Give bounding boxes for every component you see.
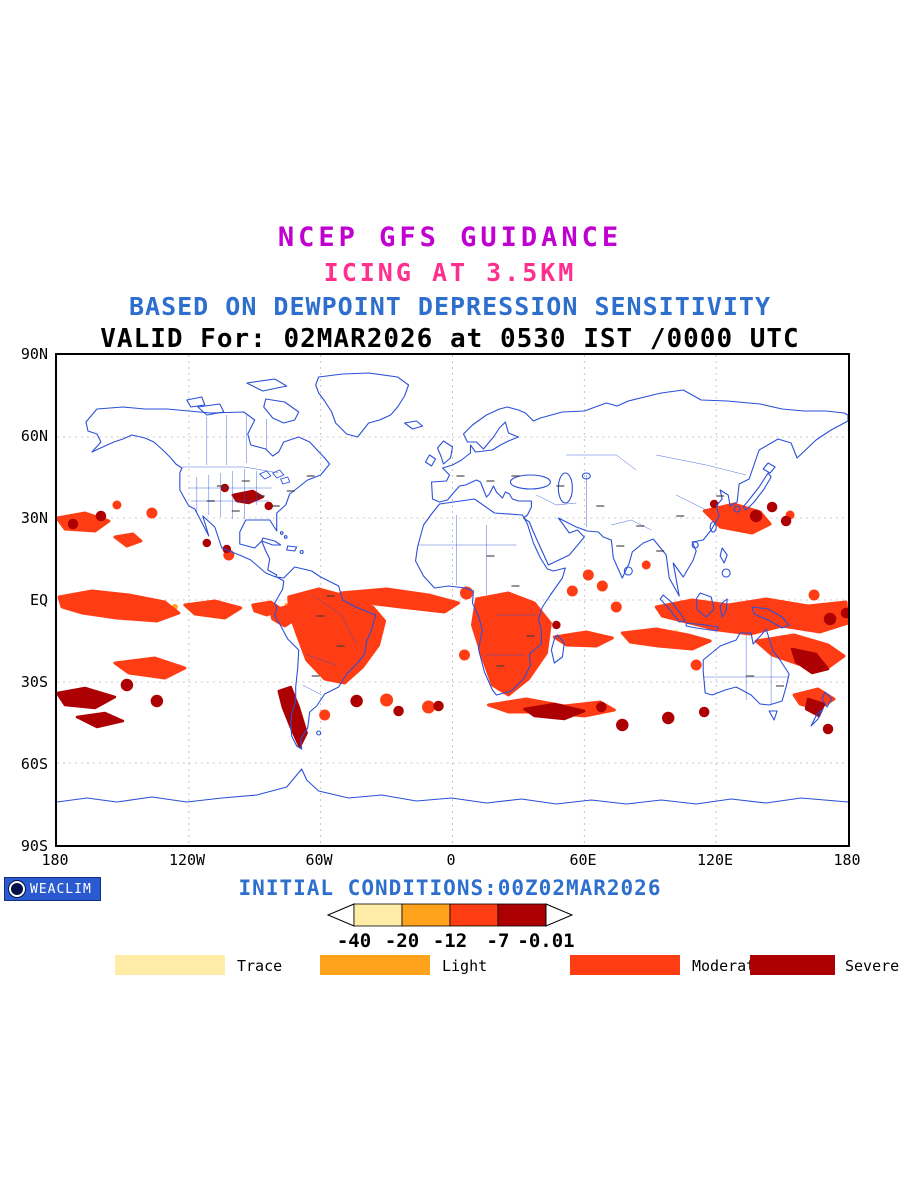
legend-label-light: Light <box>442 957 488 975</box>
lon-label-180e: 180 <box>833 851 861 869</box>
colorbar-arrow-left <box>326 903 355 927</box>
title-model: NCEP GFS GUIDANCE <box>277 222 623 253</box>
colorbar-segment-trace <box>353 903 403 927</box>
lat-label-90n: 90N <box>20 345 48 363</box>
colorbar-arrow-right <box>545 903 574 927</box>
lon-label-60e: 60E <box>569 851 597 869</box>
legend-swatch-severe <box>750 955 835 975</box>
map-plot-area <box>55 353 850 847</box>
colorbar-segment-moderate <box>449 903 499 927</box>
weaclim-logo-icon <box>9 881 25 897</box>
colorbar-tick-40: -40 <box>336 930 372 952</box>
lat-label-60s: 60S <box>20 755 48 773</box>
colorbar-tick-12: -12 <box>432 930 468 952</box>
legend-swatch-moderate <box>570 955 680 975</box>
weaclim-logo: WEACLIM <box>4 877 101 901</box>
lat-label-60n: 60N <box>20 427 48 445</box>
colorbar-tick-001: -0.01 <box>517 930 575 952</box>
title-method: BASED ON DEWPOINT DEPRESSION SENSITIVITY <box>128 292 772 321</box>
great-lakes <box>258 469 291 485</box>
icing-severe-regions <box>57 483 848 749</box>
lon-label-0: 0 <box>446 851 456 869</box>
weaclim-logo-text: WEACLIM <box>30 881 92 897</box>
lon-label-120w: 120W <box>168 851 206 869</box>
initial-conditions-label: INITIAL CONDITIONS:00Z02MAR2026 <box>238 876 662 900</box>
lon-label-60w: 60W <box>305 851 333 869</box>
colorbar <box>326 903 574 927</box>
world-map-canvas <box>57 355 848 845</box>
lat-label-eq: EQ <box>29 591 48 609</box>
colorbar-tick-7: -7 <box>486 930 510 952</box>
lat-label-90s: 90S <box>20 837 48 855</box>
colorbar-tick-20: -20 <box>384 930 420 952</box>
lon-label-180w: 180 <box>41 851 69 869</box>
world-coastlines <box>57 372 848 805</box>
legend-label-severe: Severe <box>845 957 900 975</box>
title-level: ICING AT 3.5KM <box>323 258 577 287</box>
colorbar-segment-light <box>401 903 451 927</box>
lat-label-30s: 30S <box>20 673 48 691</box>
icing-moderate-regions <box>57 500 848 721</box>
title-valid-time: VALID For: 02MAR2026 at 0530 IST /0000 U… <box>100 324 800 354</box>
legend-label-moderate: Moderate <box>692 957 765 975</box>
colorbar-segment-severe <box>497 903 547 927</box>
lon-label-120e: 120E <box>696 851 734 869</box>
station-marks <box>206 475 785 687</box>
legend-swatch-light <box>320 955 430 975</box>
legend-swatch-trace <box>115 955 225 975</box>
legend-label-trace: Trace <box>237 957 283 975</box>
lat-label-30n: 30N <box>20 509 48 527</box>
